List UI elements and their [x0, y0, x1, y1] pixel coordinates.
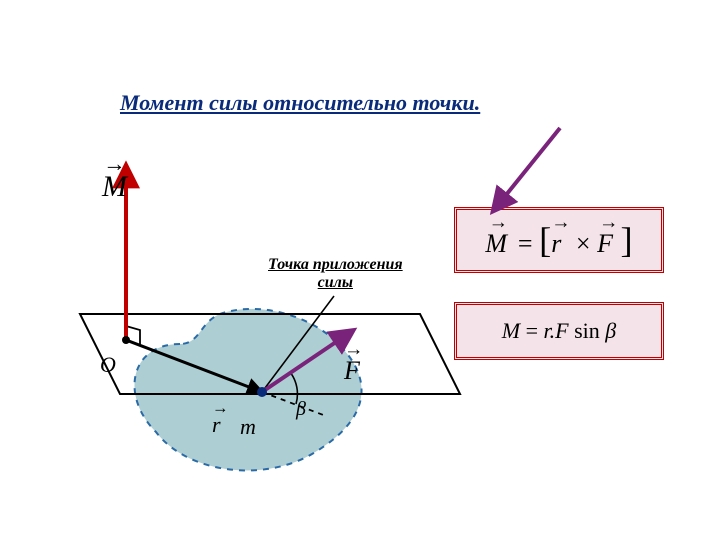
- mass-point: [257, 387, 267, 397]
- label-O: O: [100, 352, 116, 378]
- pointer-arrow: [506, 128, 560, 195]
- label-M: M: [102, 170, 127, 204]
- origin-point: [122, 336, 130, 344]
- label-m: m: [240, 414, 256, 440]
- label-beta: β: [296, 398, 306, 421]
- body-blob: [134, 309, 361, 471]
- diagram-svg: [0, 0, 720, 540]
- label-F: F: [344, 356, 360, 386]
- label-r: r: [212, 412, 221, 438]
